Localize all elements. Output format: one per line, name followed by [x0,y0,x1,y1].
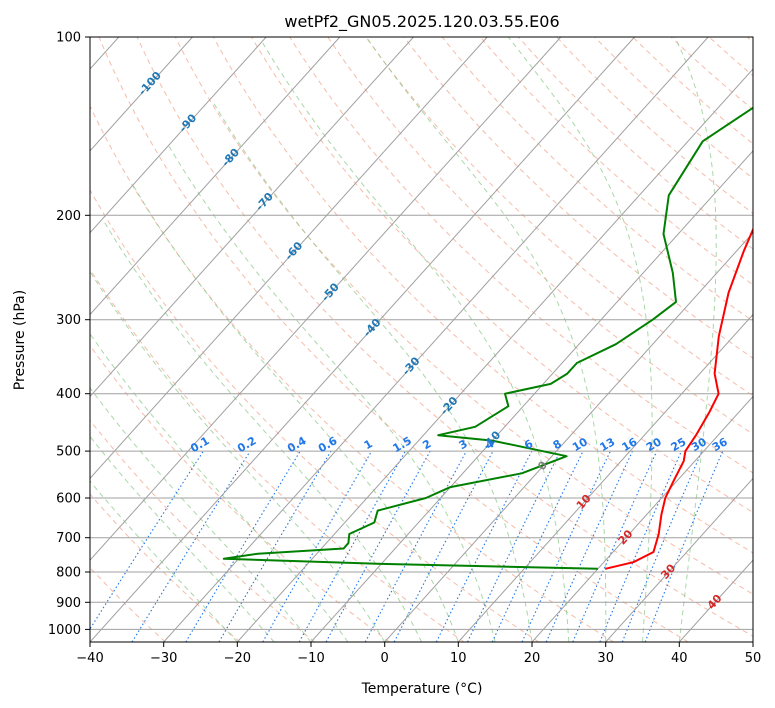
y-tick-label: 600 [56,492,81,507]
mixing-ratio-line [545,450,633,642]
mixing-ratio-line [599,450,682,642]
moist-adiabat-line [211,100,533,642]
mixing-ratio-line [218,450,332,642]
mixing-ratio-line [644,450,724,642]
isotherm-line [90,37,267,234]
mixing-ratio-label: 0.4 [285,434,309,455]
mixing-ratio-label: 0.6 [316,434,340,455]
moist-adiabat-line [90,387,312,642]
dry-adiabat-line [90,493,241,642]
isotherm-line [531,395,753,642]
moist-adiabat-line [90,435,275,642]
x-tick-label: 30 [597,651,614,666]
isotherm-line [236,68,753,642]
dewpoint-line [222,106,753,570]
y-tick-label: 800 [56,566,81,581]
mixing-ratio-label: 3 [457,437,470,452]
dry-adiabat-line [90,104,614,642]
mixing-ratio-line [621,450,703,642]
moist-adiabat-line [674,37,717,642]
x-tick-label: 40 [671,651,688,666]
isotherm-line [90,37,488,480]
temperature-line [605,227,753,570]
isotherm-line [90,37,562,561]
moist-adiabat-line [90,332,349,642]
chart-title: wetPf2_GN05.2025.120.03.55.E06 [284,12,559,32]
isotherm-line [678,559,753,642]
isotherm-line [605,477,753,642]
mixing-ratio-label: 1 [362,437,375,452]
x-tick-label: 0 [381,651,389,666]
x-axis-label: Temperature (°C) [361,681,483,697]
isotherm-line [90,37,341,316]
dry-adiabat-line [136,37,753,637]
x-tick-label: 50 [745,651,762,666]
dry-adiabat-line [90,268,465,642]
mixing-ratio-line [325,450,431,642]
isotherm-line [384,232,753,642]
y-axis-label: Pressure (hPa) [12,290,28,390]
isotherm-line [310,150,753,642]
dry-adiabat-line [327,37,753,435]
mixing-ratio-line [262,450,373,642]
mixing-ratio-label: 2 [420,437,433,452]
y-tick-label: 300 [56,313,81,328]
dry-adiabat-line [174,37,753,595]
y-tick-label: 1000 [48,623,81,638]
moist-adiabat-line [90,270,386,642]
y-tick-label: 700 [56,531,81,546]
dry-adiabat-line [98,37,689,642]
dry-adiabat-line [479,37,753,286]
plot-frame [89,36,754,643]
x-tick-label: −20 [224,651,251,666]
dry-adiabat-line [403,37,753,359]
mixing-ratio-line [298,450,406,642]
x-tick-label: −30 [150,651,177,666]
x-tick-label: 10 [450,651,467,666]
x-tick-label: −10 [297,651,324,666]
moist-adiabat-line [262,42,570,642]
mixing-ratio-line [364,450,467,642]
dry-adiabat-line [441,37,753,322]
moist-adiabat-line [103,221,422,642]
y-tick-label: 400 [56,387,81,402]
mixing-ratio-label: 0.1 [188,434,211,455]
isotherm-line [90,37,414,398]
moist-adiabat-line [507,37,653,642]
mixing-ratio-line [521,450,611,642]
mixing-ratio-line [185,450,301,642]
x-tick-label: 20 [524,651,541,666]
dry-adiabat-line [518,37,753,250]
mixing-ratio-line [467,450,561,642]
mixing-ratio-line [393,450,494,642]
moist-adiabat-line [365,37,607,642]
y-tick-label: 200 [56,209,81,224]
mixing-ratio-line [491,450,584,642]
dry-adiabat-line [90,419,316,642]
moist-adiabat-line [132,184,459,642]
y-tick-label: 500 [56,445,81,460]
dry-adiabat-line [90,344,390,642]
isotherm-line [90,37,193,152]
y-tick-label: 900 [56,596,81,611]
dry-adiabat-line [556,37,753,215]
mixing-ratio-label: 1.5 [390,434,413,455]
isotherm-line [163,37,709,642]
mixing-ratio-label: 0.2 [235,434,258,455]
dry-adiabat-line [746,37,753,43]
isotherm-line [457,313,753,642]
dry-adiabat-line [365,37,753,397]
mixing-ratio-line [131,450,251,642]
isotherm-line [90,37,635,642]
x-tick-label: −40 [76,651,103,666]
dry-adiabat-line [90,188,540,642]
y-tick-label: 100 [56,31,81,46]
mixing-ratio-line [90,450,204,631]
isotherm-line [752,641,753,642]
